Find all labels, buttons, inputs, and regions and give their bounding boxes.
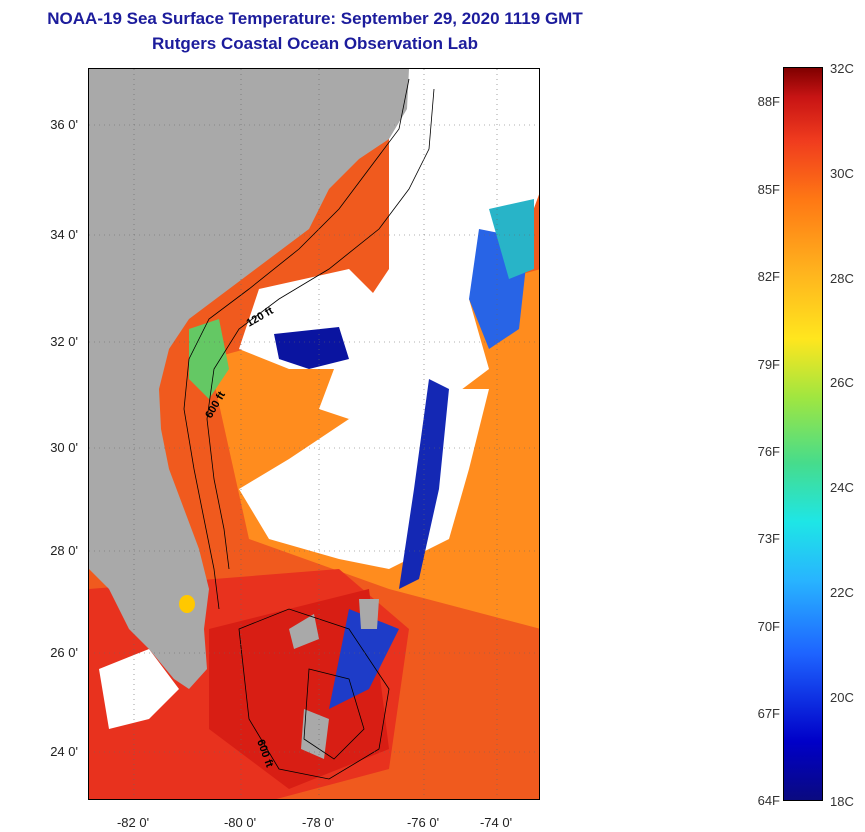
bahamas-andros — [301, 709, 329, 759]
colorbar-c-20: 20C — [830, 690, 854, 705]
colorbar-c-28: 28C — [830, 271, 854, 286]
colorbar-c-18: 18C — [830, 794, 854, 809]
contour-120ft — [183, 78, 410, 610]
temperature-colorbar — [783, 67, 823, 801]
lat-label-32: 32 0' — [50, 334, 78, 349]
lat-label-28: 28 0' — [50, 543, 78, 558]
lon-label-74: -74 0' — [479, 815, 513, 830]
contour-600ft — [206, 88, 435, 570]
colorbar-f-88: 88F — [757, 94, 780, 109]
colorbar-c-24: 24C — [830, 480, 854, 495]
lat-label-36: 36 0' — [50, 117, 78, 132]
lat-label-26: 26 0' — [50, 645, 78, 660]
bahamas-abaco — [289, 614, 319, 649]
lon-label-80: -80 0' — [223, 815, 257, 830]
lat-label-34: 34 0' — [50, 227, 78, 242]
colorbar-c-32: 32C — [830, 61, 854, 76]
colorbar-c-26: 26C — [830, 375, 854, 390]
cloud-south — [99, 649, 179, 729]
colorbar-f-76: 76F — [757, 444, 780, 459]
cold-patch-4 — [329, 609, 399, 709]
land-gulf-coast — [89, 489, 109, 529]
lat-label-30: 30 0' — [50, 440, 78, 455]
colorbar-f-70: 70F — [757, 619, 780, 634]
cold-patch-1 — [274, 327, 349, 369]
lat-label-24: 24 0' — [50, 744, 78, 759]
colorbar-f-85: 85F — [757, 182, 780, 197]
contour-bahamas — [238, 608, 390, 780]
colorbar-f-73: 73F — [757, 531, 780, 546]
cool-patch-2 — [489, 199, 534, 279]
colorbar-f-82: 82F — [757, 269, 780, 284]
lon-label-78: -78 0' — [301, 815, 335, 830]
colorbar-f-64: 64F — [757, 793, 780, 808]
sst-map: 120 ft 600 ft 600 ft — [88, 68, 540, 800]
colorbar-c-30: 30C — [830, 166, 854, 181]
graticule — [89, 69, 539, 799]
lake-okeechobee — [179, 595, 195, 613]
colorbar-f-67: 67F — [757, 706, 780, 721]
lon-label-82: -82 0' — [116, 815, 150, 830]
sst-map-image: 120 ft 600 ft 600 ft — [89, 69, 539, 799]
lon-label-76: -76 0' — [406, 815, 440, 830]
map-title: NOAA-19 Sea Surface Temperature: Septemb… — [47, 9, 583, 28]
land-southeast-us — [89, 69, 409, 689]
colorbar-f-79: 79F — [757, 357, 780, 372]
map-subtitle: Rutgers Coastal Ocean Observation Lab — [152, 34, 478, 53]
contour-bahamas-inner — [303, 668, 365, 760]
bahamas-grand — [359, 599, 379, 629]
colorbar-c-22: 22C — [830, 585, 854, 600]
